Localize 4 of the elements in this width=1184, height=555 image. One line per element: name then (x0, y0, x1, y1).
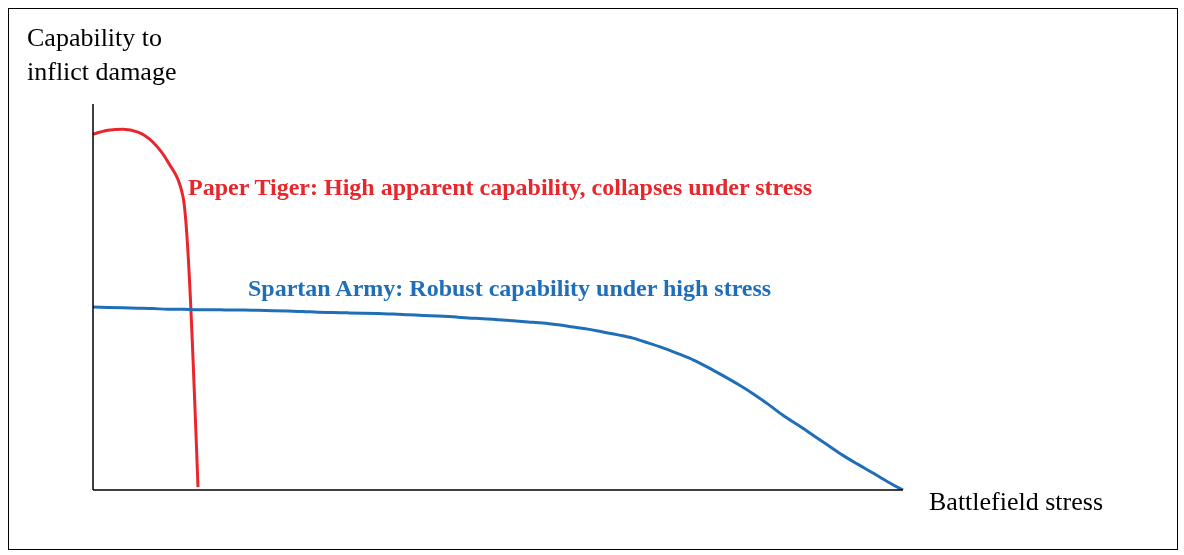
series-label: Spartan Army: Robust capability under high stress (248, 274, 772, 301)
x-axis-title: Battlefield stress (929, 487, 1104, 517)
series-label: Paper Tiger: High apparent capability, collapses under stress (188, 173, 813, 200)
y-axis-title: Capability to inflict damage (27, 22, 177, 88)
